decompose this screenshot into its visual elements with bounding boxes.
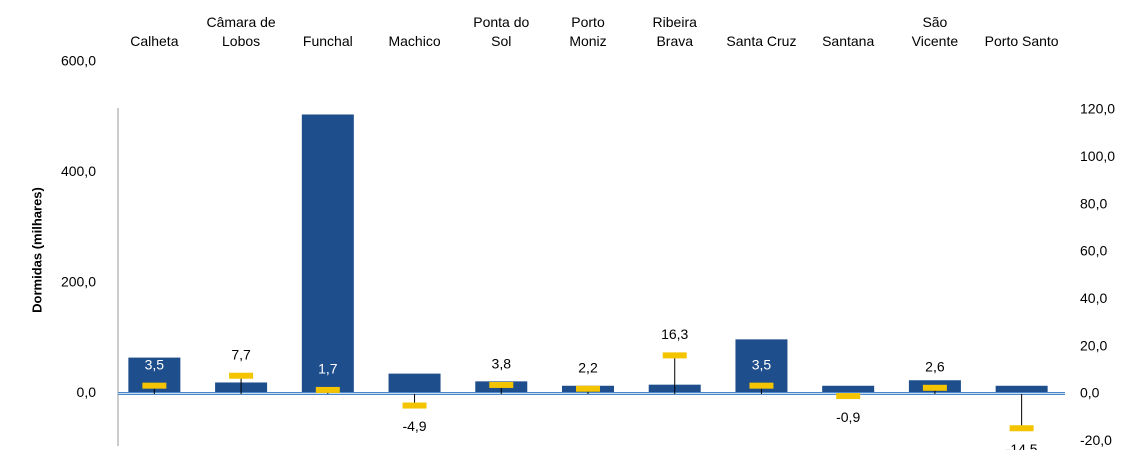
marker — [489, 381, 514, 388]
data-label: 2,6 — [925, 358, 945, 374]
bar — [822, 385, 875, 394]
marker — [662, 352, 687, 359]
marker — [402, 402, 427, 409]
data-label: 3,5 — [145, 356, 165, 372]
x-tick-label-line: Porto — [571, 14, 605, 30]
bar — [301, 114, 354, 394]
x-tick-label: Ribeira Brava — [653, 14, 698, 49]
y-tick-label: 600,0 — [61, 53, 96, 69]
y-tick-label: 400,0 — [61, 163, 96, 179]
y-tick-label: 200,0 — [61, 274, 96, 290]
x-tick-label-line: Câmara de — [206, 14, 275, 30]
bar — [388, 373, 441, 394]
marker — [229, 372, 254, 379]
data-label: 2,2 — [578, 359, 598, 375]
y2-tick-label: 20,0 — [1080, 337, 1107, 353]
x-tick-label: Funchal — [303, 33, 353, 49]
y2-tick-label: 120,0 — [1080, 101, 1115, 117]
x-tick-label: Calheta — [130, 33, 178, 49]
data-label: -4,9 — [402, 418, 426, 434]
x-tick-label: Câmara de Lobos — [206, 14, 275, 49]
x-tick-label-line: Ribeira — [653, 14, 698, 30]
x-tick-label: Porto Moniz — [569, 14, 606, 49]
marker — [922, 384, 947, 391]
x-tick-label-line: Santa Cruz — [726, 33, 796, 49]
marker — [315, 386, 340, 393]
x-tick-label: São Vicente — [912, 14, 959, 49]
data-label: 3,5 — [752, 356, 772, 372]
x-tick-label-line: Santana — [822, 33, 874, 49]
data-label: 16,3 — [661, 326, 688, 342]
x-tick-label: Santana — [822, 33, 874, 49]
marker — [836, 393, 861, 400]
y2-tick-label: 0,0 — [1080, 385, 1100, 401]
x-tick-label-line: Vicente — [912, 33, 959, 49]
x-tick-label-line: Machico — [388, 33, 440, 49]
x-tick-label-line: Brava — [656, 33, 693, 49]
x-tick-label-line: Ponta do — [473, 14, 529, 30]
x-tick-label-line: Funchal — [303, 33, 353, 49]
x-tick-label: Machico — [388, 33, 440, 49]
data-label: 1,7 — [318, 361, 338, 377]
marker — [576, 385, 600, 392]
marker — [749, 382, 774, 389]
x-tick-label-line: Calheta — [130, 33, 178, 49]
x-tick-label-line: São — [922, 14, 947, 30]
y-tick-label: 0,0 — [77, 384, 97, 400]
x-tick-label: Ponta do Sol — [473, 14, 529, 49]
x-tick-label-line: Lobos — [222, 33, 260, 49]
bar — [995, 385, 1048, 394]
y2-tick-label: -20,0 — [1080, 432, 1112, 448]
data-label: -0,9 — [836, 409, 860, 425]
data-label: -14,5 — [1006, 441, 1038, 450]
marker — [1009, 425, 1034, 432]
y2-tick-label: 40,0 — [1080, 290, 1107, 306]
marker — [142, 382, 167, 389]
x-tick-label-line: Porto Santo — [985, 33, 1059, 49]
y2-tick-label: 60,0 — [1080, 243, 1107, 259]
x-tick-label-line: Moniz — [569, 33, 606, 49]
data-label: 3,8 — [492, 356, 512, 372]
x-tick-label-line: Sol — [491, 33, 511, 49]
y-axis-label: Dormidas (milhares) — [29, 187, 44, 313]
x-tick-label: Santa Cruz — [726, 33, 796, 49]
x-tick-label: Porto Santo — [985, 33, 1059, 49]
y2-tick-label: 100,0 — [1080, 148, 1115, 164]
y2-tick-label: 80,0 — [1080, 195, 1107, 211]
data-label: 7,7 — [231, 346, 251, 362]
